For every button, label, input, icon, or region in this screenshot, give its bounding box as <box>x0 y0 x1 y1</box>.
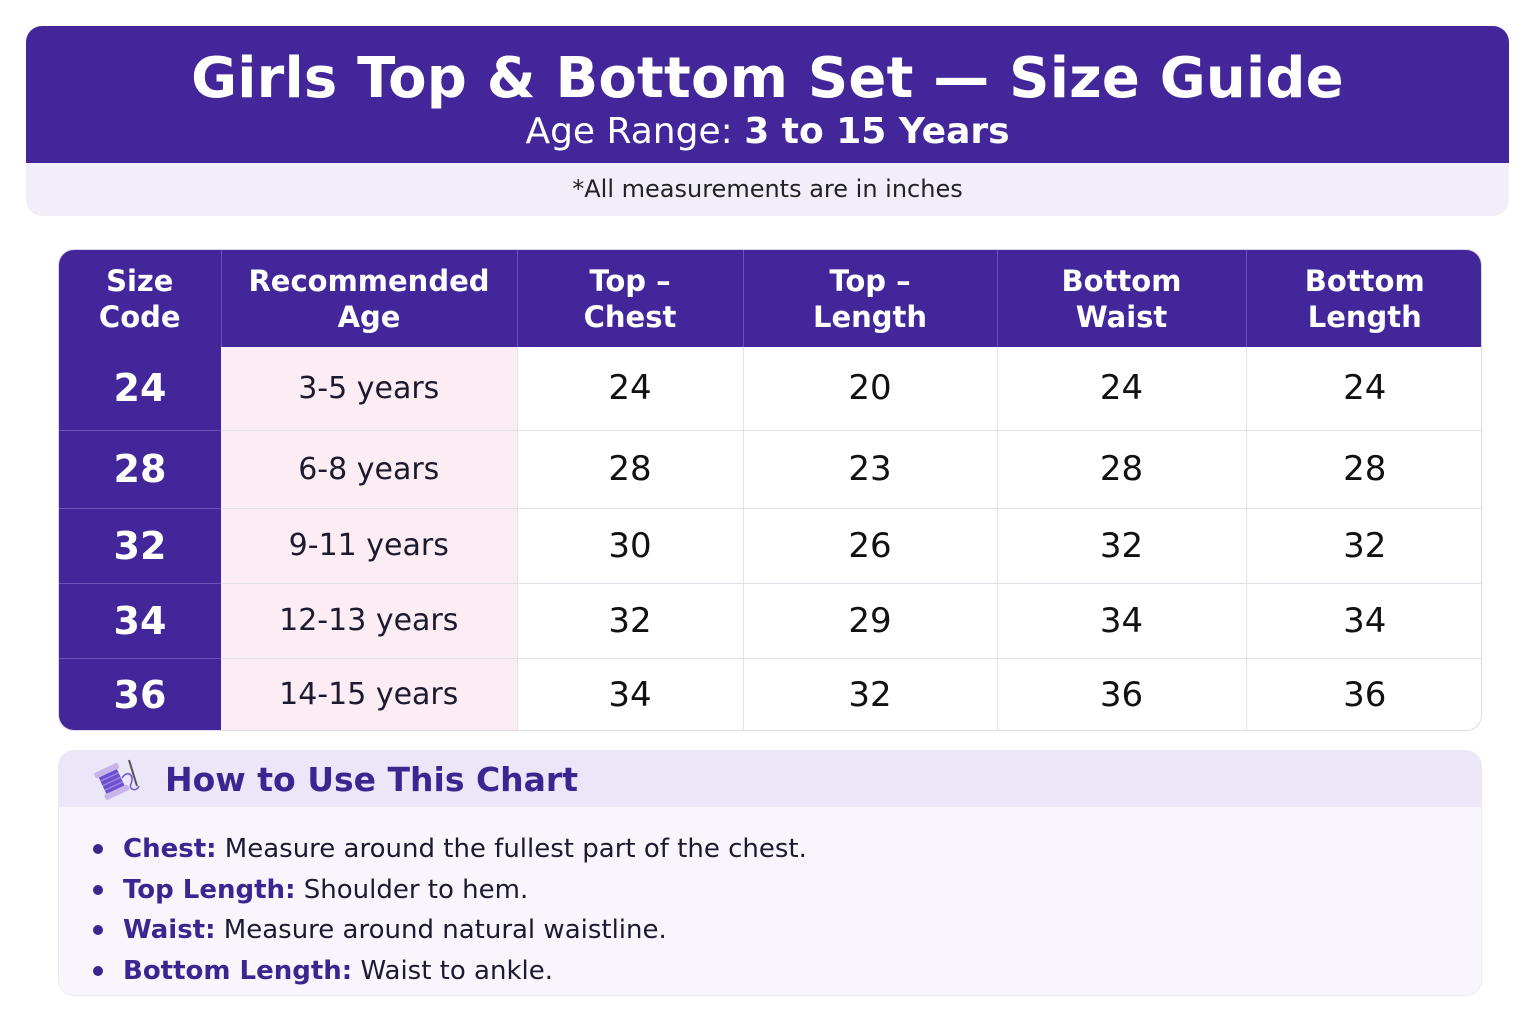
size-code-cell: 32 <box>59 508 221 584</box>
top-length-cell: 23 <box>743 430 998 509</box>
table-row: 24 3-5 years 24 20 24 24 <box>59 347 1481 431</box>
bottom-length-cell: 36 <box>1343 674 1387 715</box>
age-cell: 14-15 years <box>221 658 518 730</box>
measurement-note: *All measurements are in inches <box>572 175 963 203</box>
bottom-waist-cell: 32 <box>997 508 1247 584</box>
bullet-icon <box>93 925 103 935</box>
top-chest-cell: 28 <box>517 430 744 509</box>
bullet-icon <box>93 844 103 854</box>
header-bottom-waist: Bottom Waist <box>997 250 1247 347</box>
how-to-use-header: How to Use This Chart <box>59 751 1481 807</box>
size-code-cell: 34 <box>59 583 221 659</box>
measurement-tips-list: Chest: Measure around the fullest part o… <box>59 807 1481 991</box>
top-chest-cell: 34 <box>517 658 744 730</box>
size-table: Size Code Recommended Age Top – Chest Top –… <box>59 250 1481 730</box>
age-cell: 3-5 years <box>221 347 518 431</box>
tip-text: Waist to ankle. <box>352 955 553 986</box>
age-cell: 12-13 years <box>221 583 518 659</box>
header-recommended-age: Recommended Age <box>221 250 518 347</box>
thread-spool-needle-icon <box>94 759 140 800</box>
bottom-waist-cell: 24 <box>997 347 1247 431</box>
bottom-length-cell: 34 <box>1246 583 1481 659</box>
table-row: 28 6-8 years 28 23 28 28 <box>59 430 1481 509</box>
list-item: Chest: Measure around the fullest part o… <box>93 829 1481 870</box>
header-top-length: Top – Length <box>743 250 998 347</box>
table-header-row: Size Code Recommended Age Top – Chest Top –… <box>59 250 1481 347</box>
top-length-cell: 32 <box>743 658 998 730</box>
tip-term: Chest: <box>123 834 217 864</box>
header-bottom-length: Bottom Length <box>1246 250 1481 347</box>
bottom-waist-cell: 34 <box>997 583 1247 659</box>
bullet-icon <box>93 884 103 895</box>
page-title: Girls Top & Bottom Set — Size Guide <box>191 46 1344 111</box>
bottom-length-cell: 32 <box>1246 508 1481 584</box>
table-row: 36 14-15 years 34 32 36 36 <box>59 658 1481 730</box>
tip-term: Top Length: <box>123 874 296 905</box>
top-length-cell: 26 <box>743 508 998 584</box>
tip-text: Shoulder to hem. <box>295 874 529 905</box>
top-length-cell: 20 <box>743 347 998 431</box>
bullet-icon <box>93 965 103 976</box>
how-to-use-card: How to Use This Chart Chest: Measure aro… <box>58 750 1482 996</box>
bottom-length-cell: 28 <box>1246 430 1481 509</box>
tip-text: Measure around the fullest part of the c… <box>216 834 807 864</box>
top-chest-cell: 32 <box>517 583 744 659</box>
size-code-cell: 24 <box>59 347 221 431</box>
list-item: Waist: Measure around natural waistline. <box>93 910 1481 951</box>
header-top-chest: Top – Chest <box>517 250 744 347</box>
header-size-code: Size Code <box>59 250 222 347</box>
top-chest-cell: 30 <box>517 508 744 584</box>
how-to-use-title: How to Use This Chart <box>165 759 578 799</box>
size-code-cell: 36 <box>59 658 221 730</box>
age-cell: 6-8 years <box>221 430 518 509</box>
table-row: 34 12-13 years 32 29 34 34 <box>59 583 1481 659</box>
tip-term: Waist: <box>123 915 216 945</box>
age-range-value: 3 to 15 Years <box>744 111 1010 152</box>
table-row: 32 9-11 years 30 26 32 32 <box>59 508 1481 584</box>
header-card: Girls Top & Bottom Set — Size Guide Age … <box>26 26 1509 216</box>
top-length-cell: 29 <box>743 583 998 659</box>
age-range-label: Age Range: <box>525 111 733 152</box>
bottom-waist-cell: 28 <box>997 430 1247 509</box>
top-chest-cell: 24 <box>517 347 744 431</box>
header-band: Girls Top & Bottom Set — Size Guide Age … <box>26 26 1509 163</box>
list-item: Top Length: Shoulder to hem. <box>93 870 1481 911</box>
age-cell: 9-11 years <box>221 508 518 584</box>
size-code-cell: 28 <box>59 430 221 509</box>
age-range: Age Range: 3 to 15 Years <box>26 110 1509 154</box>
size-table-card: Size Code Recommended Age Top – Chest Top –… <box>58 249 1482 731</box>
list-item: Bottom Length: Waist to ankle. <box>93 951 1481 992</box>
bottom-length-cell: 24 <box>1246 347 1481 431</box>
bottom-waist-cell: 36 <box>997 658 1247 730</box>
tip-term: Bottom Length: <box>123 955 353 986</box>
tip-text: Measure around natural waistline. <box>215 915 667 945</box>
